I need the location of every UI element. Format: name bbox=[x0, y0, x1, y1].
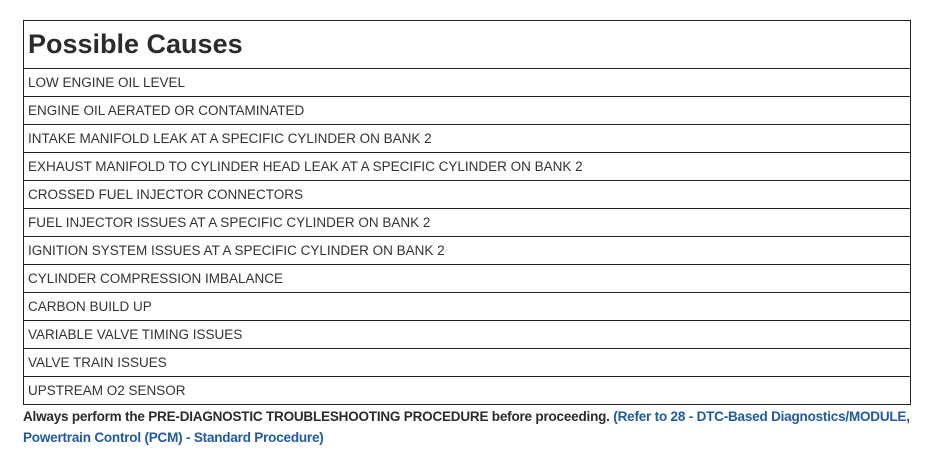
cause-row: UPSTREAM O2 SENSOR bbox=[28, 383, 186, 398]
procedure-note: Always perform the PRE-DIAGNOSTIC TROUBL… bbox=[23, 406, 923, 448]
cause-row: ENGINE OIL AERATED OR CONTAMINATED bbox=[24, 97, 910, 125]
procedure-link[interactable]: (Refer to 28 - DTC-Based Diagnostics/MOD… bbox=[23, 409, 910, 445]
table-title: Possible Causes bbox=[24, 21, 910, 69]
cause-row: CARBON BUILD UP bbox=[24, 293, 910, 321]
cause-row: IGNITION SYSTEM ISSUES AT A SPECIFIC CYL… bbox=[24, 237, 910, 265]
cause-row: VALVE TRAIN ISSUES bbox=[24, 349, 910, 377]
cause-row: CROSSED FUEL INJECTOR CONNECTORS bbox=[24, 181, 910, 209]
cause-row: FUEL INJECTOR ISSUES AT A SPECIFIC CYLIN… bbox=[24, 209, 910, 237]
possible-causes-table: Possible Causes LOW ENGINE OIL LEVEL ENGI… bbox=[23, 20, 911, 405]
cause-row: INTAKE MANIFOLD LEAK AT A SPECIFIC CYLIN… bbox=[24, 125, 910, 153]
cause-row: VARIABLE VALVE TIMING ISSUES bbox=[24, 321, 910, 349]
cause-row: EXHAUST MANIFOLD TO CYLINDER HEAD LEAK A… bbox=[24, 153, 910, 181]
cause-row: LOW ENGINE OIL LEVEL bbox=[24, 69, 910, 97]
cause-row: CYLINDER COMPRESSION IMBALANCE bbox=[24, 265, 910, 293]
note-text: Always perform the PRE-DIAGNOSTIC TROUBL… bbox=[23, 409, 610, 424]
